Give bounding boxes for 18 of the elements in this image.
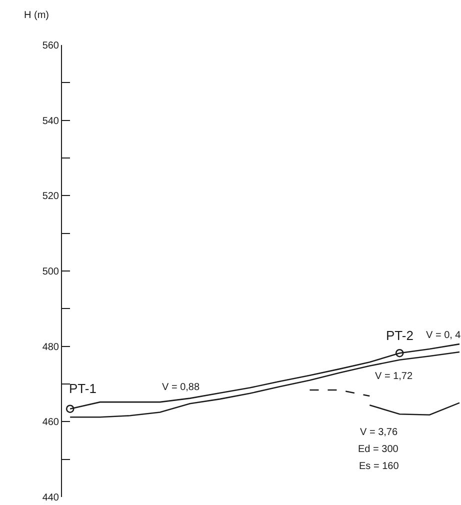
annotation: V = 0, 4	[426, 330, 461, 341]
y-tick-label: 500	[42, 266, 60, 278]
annotation: PT-2	[386, 328, 414, 343]
y-axis-title: H (m)	[24, 10, 49, 21]
y-tick-label: 560	[42, 40, 60, 52]
y-tick-label: 520	[42, 191, 60, 202]
annotation: V = 1,72	[375, 371, 413, 382]
annotation: PT-1	[69, 381, 96, 396]
y-tick-label: 440	[42, 492, 60, 504]
y-tick-label: 480	[42, 342, 60, 353]
annotation: Es = 160	[359, 461, 400, 472]
line-series	[69, 351, 460, 418]
annotation: V = 0,88	[162, 382, 200, 393]
annotation: Ed = 300	[358, 444, 399, 455]
y-tick-label: 460	[42, 417, 60, 428]
line-series	[368, 402, 460, 416]
y-tick-label: 540	[42, 116, 60, 127]
annotation: V = 3,76	[360, 427, 398, 438]
